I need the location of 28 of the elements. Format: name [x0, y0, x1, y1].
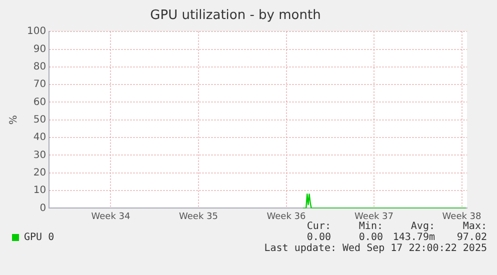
y-tick-label: 30: [33, 150, 46, 161]
text: 0.00: [306, 232, 331, 243]
x-tick-label: Week 34: [91, 212, 130, 222]
x-tick-label: Week 36: [266, 212, 306, 222]
x-tick-label: Week 35: [179, 212, 218, 222]
y-tick-label: 50: [33, 114, 46, 126]
y-tick-label: 20: [33, 167, 46, 178]
text: 97.02: [456, 232, 487, 243]
y-tick-label: 90: [33, 44, 46, 55]
y-tick-label: 0: [40, 202, 46, 214]
text: 143.79m: [392, 232, 435, 243]
text: Max:: [462, 221, 487, 232]
text: Avg:: [410, 221, 435, 232]
y-axis-title: %: [8, 115, 20, 125]
chart-title: GPU utilization - by month: [150, 8, 321, 24]
y-tick-label: 60: [33, 96, 46, 108]
y-tick-label: 100: [26, 26, 46, 38]
text: 0.00: [358, 232, 383, 243]
text: Last update: Wed Sep 17 22:00:22 2025: [263, 243, 487, 254]
y-tick-label: 70: [33, 79, 46, 90]
text: Min:: [358, 221, 383, 232]
text: Cur:: [306, 221, 331, 232]
x-tick-label: Week 37: [354, 212, 394, 222]
y-tick-label: 10: [33, 185, 46, 196]
y-tick-label: 40: [33, 132, 46, 144]
x-tick-label: Week 38: [442, 212, 482, 222]
legend-label: GPU 0: [24, 232, 54, 243]
y-tick-label: 80: [33, 62, 46, 73]
